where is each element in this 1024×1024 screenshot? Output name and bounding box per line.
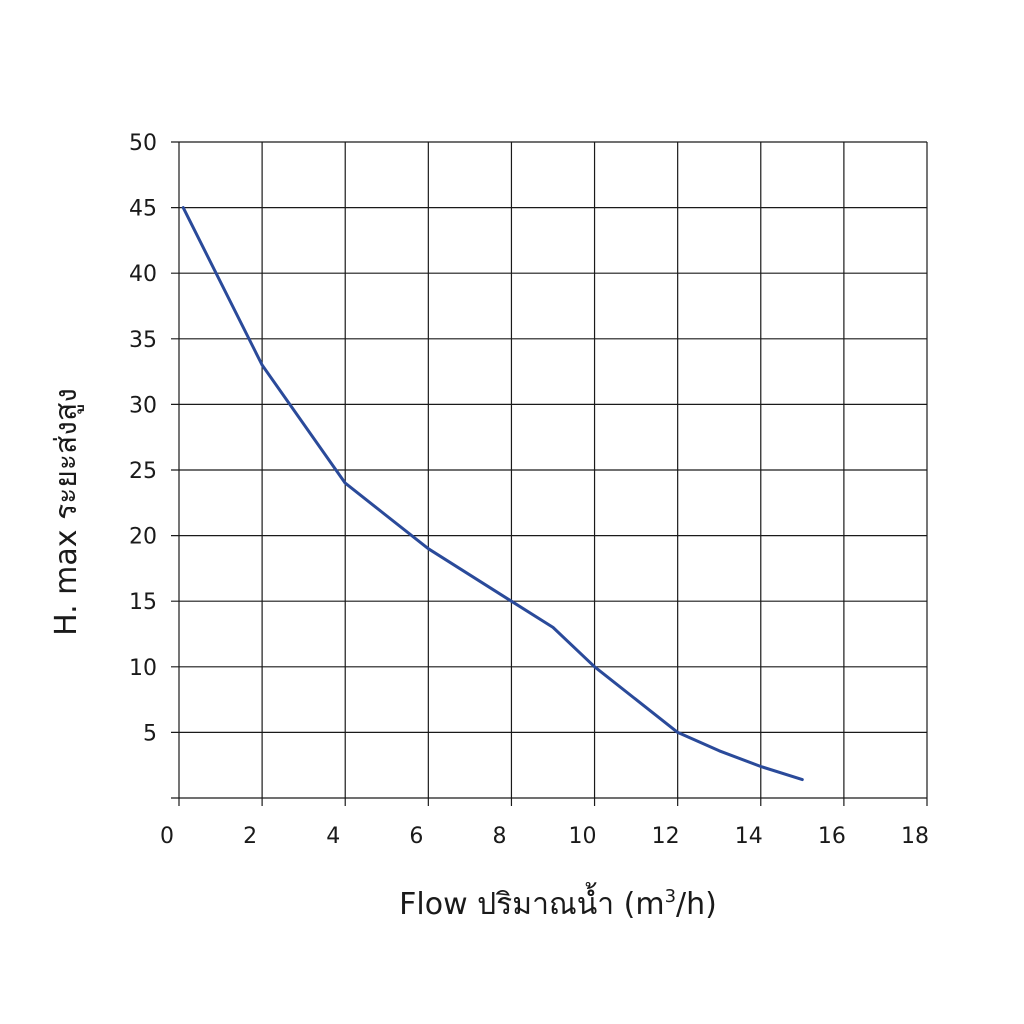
y-tick-label-1: 10: [129, 656, 157, 681]
x-axis-title: Flow ปริมาณน้ำ (m3/h): [399, 882, 717, 922]
y-tick-label-7: 40: [129, 262, 157, 287]
x-tick-label-2: 4: [326, 824, 340, 849]
x-tick-label-1: 2: [243, 824, 257, 849]
x-tick-label-6: 12: [652, 824, 680, 849]
x-axis-ticks: 0 2 4 6 8 10 12 14 16 18: [160, 824, 929, 849]
x-tick-label-4: 8: [492, 824, 506, 849]
x-tick-label-8: 16: [818, 824, 846, 849]
y-tick-label-9: 50: [129, 131, 157, 156]
y-tick-label-0: 5: [143, 721, 157, 746]
series-line-0: [181, 206, 804, 782]
series-layer: [181, 206, 804, 782]
x-tick-label-0: 0: [160, 824, 174, 849]
x-tick-label-5: 10: [569, 824, 597, 849]
y-axis-ticks: 5 10 15 20 25 30 35 40 45 50: [129, 131, 157, 746]
y-tick-label-2: 15: [129, 590, 157, 615]
y-tick-label-6: 35: [129, 328, 157, 353]
y-tick-label-8: 45: [129, 197, 157, 222]
x-tick-label-9: 18: [901, 824, 929, 849]
y-tick-label-4: 25: [129, 459, 157, 484]
y-tick-label-5: 30: [129, 393, 157, 418]
y-axis-title: H. max ระยะส่งสูง: [49, 388, 84, 636]
y-tick-label-3: 20: [129, 525, 157, 550]
x-tick-label-7: 14: [735, 824, 763, 849]
x-tick-label-3: 6: [409, 824, 423, 849]
grid: [171, 141, 928, 806]
